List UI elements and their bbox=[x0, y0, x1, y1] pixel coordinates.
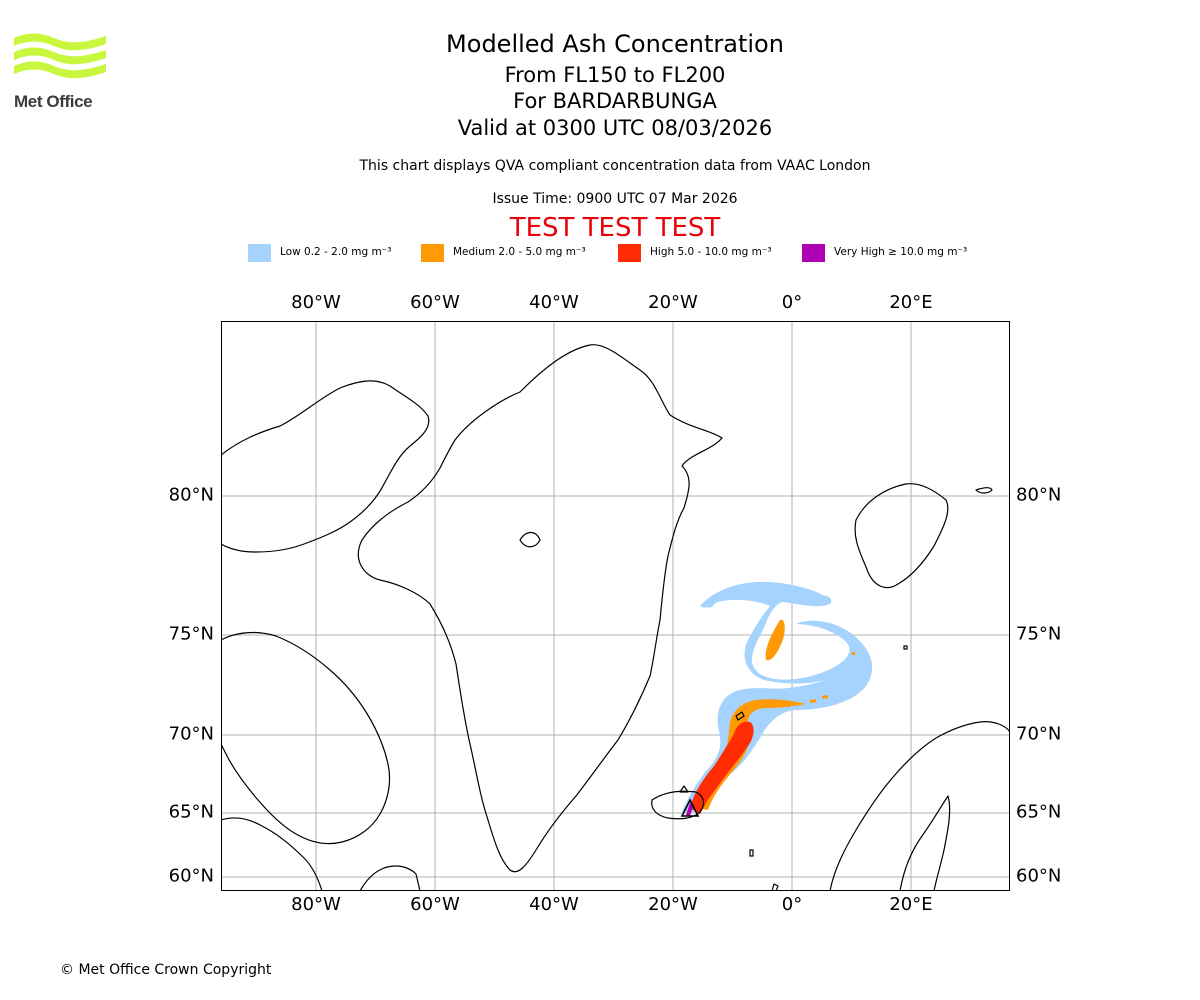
ash-high-plume bbox=[690, 721, 754, 814]
legend-label-medium: Medium 2.0 - 5.0 mg m⁻³ bbox=[453, 246, 586, 258]
ash-medium-dash-2 bbox=[822, 695, 828, 699]
map-background bbox=[221, 321, 1010, 891]
lon-tick-top-0: 0° bbox=[781, 292, 803, 313]
coast-greenland-bay bbox=[519, 531, 541, 548]
lat-tick-right-70n: 70°N bbox=[1016, 723, 1062, 745]
coast-small-islet bbox=[749, 849, 754, 857]
volcano-marker-icon bbox=[680, 798, 700, 817]
lon-tick-bottom-80w: 80°W bbox=[291, 894, 341, 915]
lat-tick-left-75n: 75°N bbox=[168, 623, 214, 645]
legend-label-high: High 5.0 - 10.0 mg m⁻³ bbox=[650, 246, 772, 258]
coast-quebec-east bbox=[359, 865, 421, 891]
lat-tick-left-60n: 60°N bbox=[168, 865, 214, 887]
logo-wordmark: Met Office bbox=[14, 92, 93, 111]
legend-swatch-high bbox=[618, 244, 641, 262]
coast-canada-islands bbox=[221, 380, 430, 553]
coast-baltic bbox=[899, 795, 951, 891]
chart-title: Modelled Ash Concentration bbox=[446, 30, 784, 58]
ash-medium-dash-1 bbox=[810, 699, 816, 703]
logo-wave-3 bbox=[14, 61, 106, 79]
lat-tick-right-80n: 80°N bbox=[1016, 484, 1062, 506]
coast-scandinavia bbox=[829, 721, 1010, 891]
volcano-name: For BARDARBUNGA bbox=[513, 89, 717, 113]
ash-very-high-region bbox=[686, 803, 694, 816]
legend-label-very-high: Very High ≥ 10.0 mg m⁻³ bbox=[834, 246, 968, 258]
ash-very-high-core bbox=[686, 803, 694, 816]
lon-tick-top-60w: 60°W bbox=[410, 292, 460, 313]
lat-tick-left-65n: 65°N bbox=[168, 801, 214, 823]
ash-medium-region bbox=[696, 619, 855, 810]
lon-tick-bottom-0: 0° bbox=[781, 894, 803, 915]
issue-time: Issue Time: 0900 UTC 07 Mar 2026 bbox=[492, 191, 738, 207]
lon-tick-bottom-20e: 20°E bbox=[889, 894, 933, 915]
lon-tick-top-20w: 20°W bbox=[648, 292, 698, 313]
lat-tick-left-70n: 70°N bbox=[168, 723, 214, 745]
coast-labrador bbox=[221, 817, 323, 891]
flight-level-range: From FL150 to FL200 bbox=[504, 63, 726, 87]
legend-swatch-low bbox=[248, 244, 271, 262]
ash-low-wisp-2 bbox=[821, 595, 832, 605]
coast-faroe bbox=[771, 883, 779, 891]
ash-high-region bbox=[690, 721, 754, 814]
legend-swatch-medium bbox=[421, 244, 444, 262]
lon-tick-top-40w: 40°W bbox=[529, 292, 579, 313]
legend-label-low: Low 0.2 - 2.0 mg m⁻³ bbox=[280, 246, 392, 258]
lat-tick-right-75n: 75°N bbox=[1016, 623, 1062, 645]
lat-tick-right-60n: 60°N bbox=[1016, 865, 1062, 887]
lon-tick-bottom-60w: 60°W bbox=[410, 894, 460, 915]
ash-medium-band bbox=[696, 699, 806, 810]
ash-medium-dot bbox=[852, 652, 855, 655]
lon-tick-top-20e: 20°E bbox=[889, 292, 933, 313]
lon-tick-top-80w: 80°W bbox=[291, 292, 341, 313]
legend-swatch-very-high bbox=[802, 244, 825, 262]
lat-tick-left-80n: 80°N bbox=[168, 484, 214, 506]
gridlines bbox=[221, 321, 1010, 891]
met-office-logo bbox=[14, 33, 106, 79]
ash-low-wisp bbox=[704, 599, 714, 608]
lon-tick-bottom-40w: 40°W bbox=[529, 894, 579, 915]
data-source-note: This chart displays QVA compliant concen… bbox=[359, 158, 871, 174]
coast-baffin bbox=[221, 631, 391, 845]
lon-tick-bottom-20w: 20°W bbox=[648, 894, 698, 915]
logo-wave-2 bbox=[14, 47, 106, 65]
coast-greenland bbox=[357, 344, 723, 873]
map-area[interactable] bbox=[221, 321, 1010, 891]
test-banner: TEST TEST TEST bbox=[509, 213, 721, 243]
logo-wave-1 bbox=[14, 33, 106, 51]
coast-svalbard bbox=[854, 483, 949, 589]
coast-iceland bbox=[651, 790, 705, 820]
coast-bear-island bbox=[903, 645, 908, 650]
ash-medium-tongue bbox=[765, 619, 785, 661]
coast-iceland-north-point bbox=[679, 785, 689, 793]
coast-jan-mayen bbox=[735, 711, 745, 721]
map-frame bbox=[221, 321, 1010, 891]
valid-time: Valid at 0300 UTC 08/03/2026 bbox=[457, 116, 773, 140]
copyright-notice: © Met Office Crown Copyright bbox=[60, 962, 272, 978]
coast-svalbard-islet bbox=[975, 487, 993, 494]
lat-tick-right-65n: 65°N bbox=[1016, 801, 1062, 823]
coastlines bbox=[221, 344, 1010, 891]
